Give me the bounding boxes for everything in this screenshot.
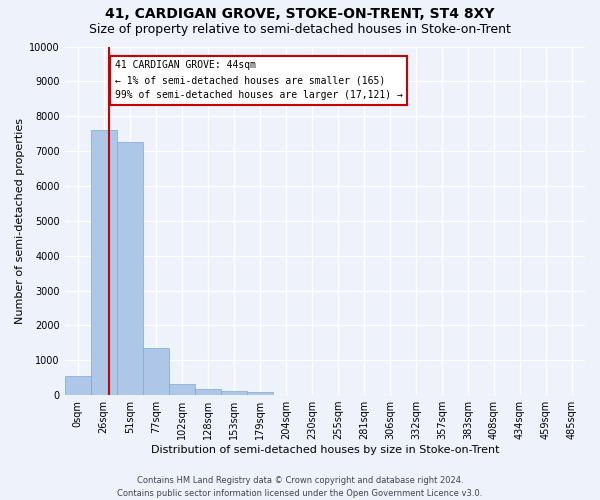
Text: Contains HM Land Registry data © Crown copyright and database right 2024.
Contai: Contains HM Land Registry data © Crown c… (118, 476, 482, 498)
Bar (91, 130, 116, 395)
Y-axis label: Number of semi-detached properties: Number of semi-detached properties (15, 118, 25, 324)
Bar (221, 391, 247, 395)
Bar (143, 348, 169, 395)
X-axis label: Distribution of semi-detached houses by size in Stoke-on-Trent: Distribution of semi-detached houses by … (151, 445, 499, 455)
Bar (169, 384, 195, 395)
Bar (247, 392, 273, 395)
Bar (195, 390, 221, 395)
Bar (65, 376, 91, 395)
Text: 41, CARDIGAN GROVE, STOKE-ON-TRENT, ST4 8XY: 41, CARDIGAN GROVE, STOKE-ON-TRENT, ST4 … (105, 8, 495, 22)
Text: Size of property relative to semi-detached houses in Stoke-on-Trent: Size of property relative to semi-detach… (89, 22, 511, 36)
Text: 41 CARDIGAN GROVE: 44sqm
← 1% of semi-detached houses are smaller (165)
99% of s: 41 CARDIGAN GROVE: 44sqm ← 1% of semi-de… (115, 60, 403, 100)
Bar (116, 142, 143, 395)
